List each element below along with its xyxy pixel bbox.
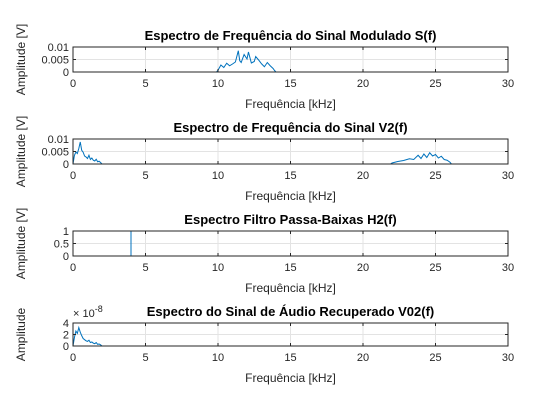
spectrum-series	[73, 50, 508, 73]
x-tick-label: 0	[70, 352, 76, 364]
y-tick-label: 0	[63, 341, 69, 353]
y-axis-label: Amplitude [V]	[14, 24, 28, 95]
x-tick-label: 25	[429, 78, 441, 90]
x-tick-label: 5	[142, 170, 148, 182]
y-tick-label: 0	[63, 251, 69, 263]
x-tick-label: 5	[142, 78, 148, 90]
spectrum-series	[72, 325, 508, 347]
x-tick-label: 25	[429, 352, 441, 364]
subplot-title: Espectro Filtro Passa-Baixas H2(f)	[184, 212, 396, 227]
x-tick-label: 0	[70, 262, 76, 274]
x-tick-label: 15	[284, 78, 296, 90]
x-tick-label: 5	[142, 262, 148, 274]
x-tick-label: 30	[502, 262, 514, 274]
x-tick-label: 25	[429, 170, 441, 182]
x-tick-label: 20	[357, 78, 369, 90]
y-axis-label: Amplitude [V]	[14, 208, 28, 279]
y-tick-label: 0.5	[54, 239, 69, 251]
subplot-4: 0 5 10 15 20 25 30 024 × 10-8 Espectro do Sinal d…	[14, 304, 514, 385]
x-tick-label: 15	[284, 262, 296, 274]
x-axis-label: Frequência [kHz]	[245, 281, 336, 295]
y-tick-label: 0	[63, 67, 69, 79]
x-tick-label: 10	[212, 262, 224, 274]
y-tick-label: 0.005	[41, 55, 69, 67]
y-tick-label: 0.01	[48, 134, 69, 146]
x-tick-label: 20	[357, 170, 369, 182]
y-tick-label: 1	[63, 226, 69, 238]
x-tick-label: 30	[502, 352, 514, 364]
x-tick-label: 30	[502, 78, 514, 90]
x-tick-label: 20	[357, 262, 369, 274]
y-tick-label: 0	[63, 159, 69, 171]
x-tick-label: 20	[357, 352, 369, 364]
y-tick-label: 2	[63, 330, 69, 342]
x-tick-label: 5	[142, 352, 148, 364]
x-axis-label: Frequência [kHz]	[245, 371, 336, 385]
x-tick-label: 25	[429, 262, 441, 274]
subplot-title: Espectro de Frequência do Sinal Modulado…	[145, 28, 437, 43]
subplot-title: Espectro do Sinal de Áudio Recuperado V0…	[147, 304, 435, 319]
subplot-title: Espectro de Frequência do Sinal V2(f)	[173, 120, 407, 135]
y-axis-label: Amplitude [V]	[14, 116, 28, 187]
x-tick-label: 0	[70, 78, 76, 90]
subplot-3: 0 5 10 15 20 25 30 00.51 Espectro Filtro Passa-B…	[14, 208, 514, 295]
x-tick-label: 15	[284, 352, 296, 364]
y-axis-label: Amplitude	[14, 308, 28, 362]
y-tick-label: 0.01	[48, 42, 69, 54]
x-tick-label: 30	[502, 170, 514, 182]
x-tick-label: 10	[212, 170, 224, 182]
x-tick-label: 10	[212, 78, 224, 90]
y-tick-label: 0.005	[41, 147, 69, 159]
y-exponent-label: × 10-8	[73, 304, 103, 320]
x-tick-label: 10	[212, 352, 224, 364]
x-tick-label: 15	[284, 170, 296, 182]
x-axis-label: Frequência [kHz]	[245, 189, 336, 203]
y-tick-label: 4	[63, 318, 69, 330]
x-tick-label: 0	[70, 170, 76, 182]
x-axis-label: Frequência [kHz]	[245, 97, 336, 111]
